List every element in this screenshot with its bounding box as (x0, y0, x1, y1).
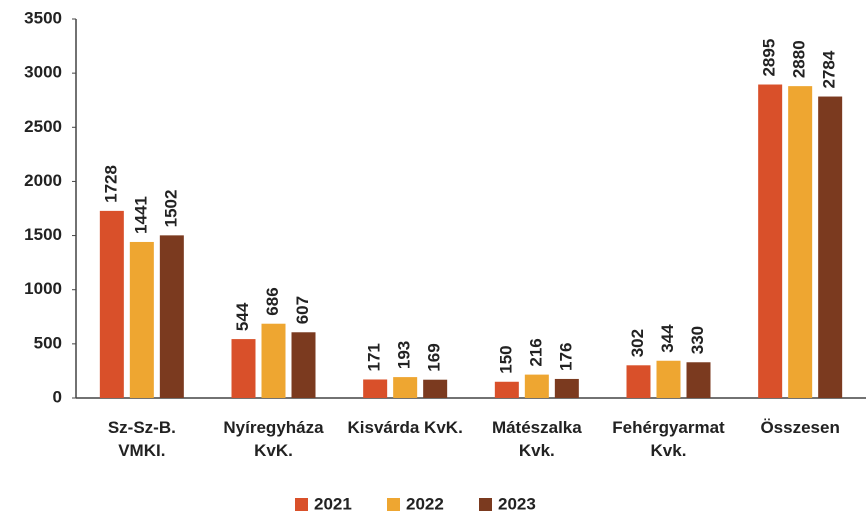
x-tick-label: Nyíregyháza KvK. (223, 418, 324, 460)
bar (159, 235, 184, 398)
y-tick-label: 3500 (24, 8, 62, 27)
value-label: 302 (628, 329, 647, 357)
x-tick-label: Összesen (760, 418, 840, 437)
value-label: 686 (263, 287, 282, 315)
bar (524, 374, 549, 398)
bar (626, 365, 651, 398)
bar (656, 360, 681, 398)
legend-label: 2023 (498, 494, 536, 513)
value-label: 330 (688, 326, 707, 354)
legend-swatch (479, 498, 492, 511)
legend-swatch (387, 498, 400, 511)
value-label: 176 (556, 343, 575, 371)
x-tick-label: Fehérgyarmat Kvk. (612, 418, 725, 460)
value-label: 1441 (131, 196, 150, 234)
value-label: 169 (425, 343, 444, 371)
y-tick-label: 1000 (24, 279, 62, 298)
bar (554, 378, 579, 398)
legend-swatch (295, 498, 308, 511)
bar (818, 96, 843, 399)
bar (758, 84, 783, 399)
value-label: 2784 (820, 50, 839, 88)
value-label: 150 (496, 345, 515, 373)
bar (494, 381, 519, 398)
y-tick-label: 0 (53, 387, 62, 406)
value-label: 2880 (790, 40, 809, 78)
bar (291, 332, 316, 398)
value-label: 216 (526, 338, 545, 366)
bar (686, 362, 711, 398)
value-label: 344 (658, 324, 677, 353)
value-label: 2895 (760, 39, 779, 77)
bar (363, 379, 388, 398)
value-label: 1502 (161, 190, 180, 228)
bar (788, 86, 813, 398)
y-tick-label: 3000 (24, 63, 62, 82)
value-label: 544 (233, 302, 252, 331)
bar (99, 210, 124, 398)
value-label: 193 (395, 341, 414, 369)
bar (129, 241, 154, 398)
value-label: 171 (365, 343, 384, 371)
bar (393, 377, 418, 398)
x-tick-label: Mátészalka Kvk. (491, 418, 582, 460)
y-tick-label: 1500 (24, 225, 62, 244)
x-tick-label: Kisvárda KvK. (347, 418, 463, 437)
bar (261, 323, 286, 398)
legend-label: 2022 (406, 494, 444, 513)
legend-label: 2021 (314, 494, 352, 513)
value-label: 607 (293, 296, 312, 324)
bar (231, 339, 256, 398)
bar (423, 379, 448, 398)
y-tick-label: 2000 (24, 171, 62, 190)
y-tick-label: 500 (34, 333, 62, 352)
value-label: 1728 (101, 165, 120, 203)
y-tick-label: 2500 (24, 117, 62, 136)
x-tick-label: Sz-Sz-B. VMKI. (107, 418, 176, 460)
